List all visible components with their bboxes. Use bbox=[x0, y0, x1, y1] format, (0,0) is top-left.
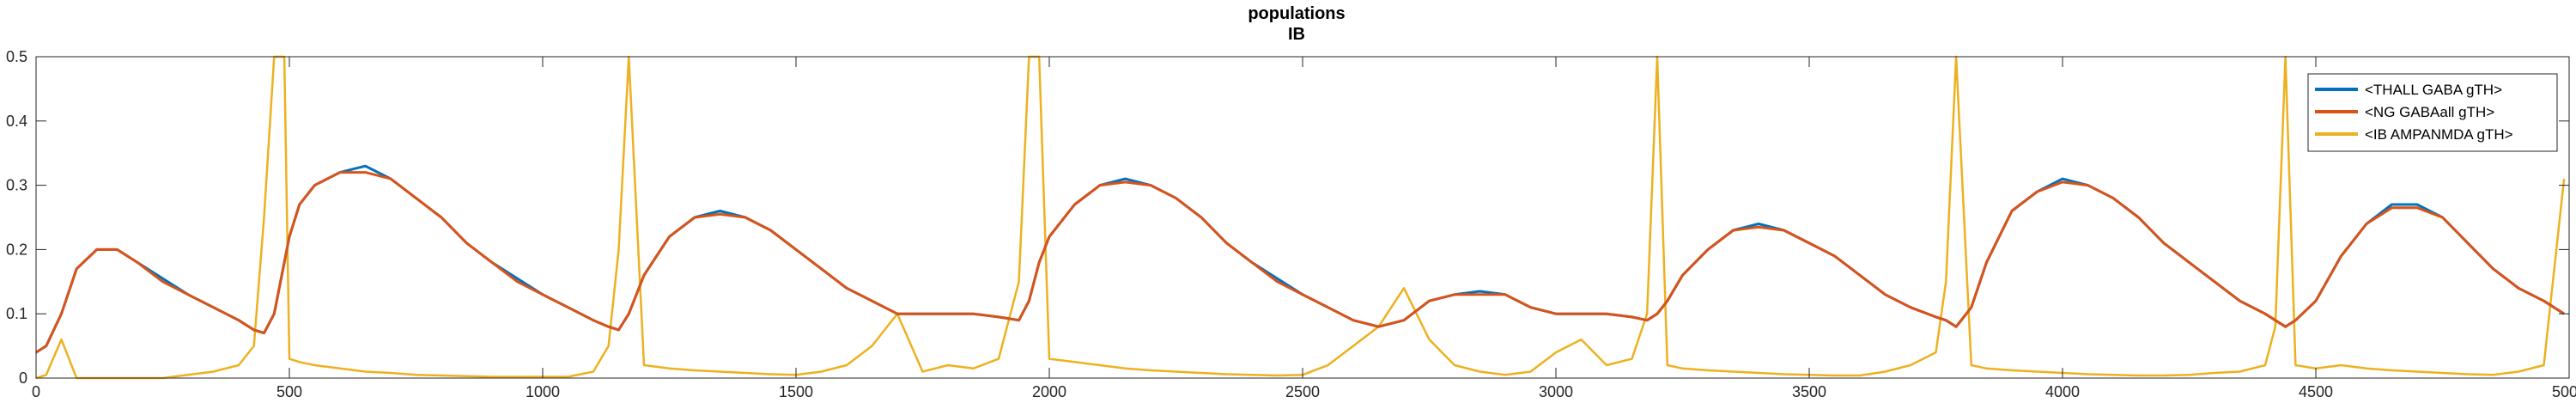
series-layer bbox=[35, 55, 2566, 380]
plot-area bbox=[36, 57, 2569, 378]
x-tick-label: 4500 bbox=[2299, 383, 2333, 400]
legend-label: <NG GABAall gTH> bbox=[2365, 104, 2494, 120]
x-tick-label: 1000 bbox=[526, 383, 560, 400]
y-tick-label: 0.3 bbox=[6, 177, 27, 194]
x-tick-label: 0 bbox=[32, 383, 40, 400]
x-tick-label: 3500 bbox=[1792, 383, 1826, 400]
y-tick-label: 0.5 bbox=[6, 48, 27, 65]
legend-box bbox=[2307, 73, 2558, 152]
y-tick-label: 0.4 bbox=[6, 113, 27, 130]
x-tick-label: 1500 bbox=[779, 383, 813, 400]
chart-title: populations bbox=[1248, 4, 1345, 23]
legend-label: <IB AMPANMDA gTH> bbox=[2365, 126, 2513, 143]
x-tick-label: 2000 bbox=[1032, 383, 1066, 400]
y-tick-label: 0 bbox=[19, 369, 27, 387]
legend-label: <THALL GABA gTH> bbox=[2365, 82, 2502, 98]
y-tick-label: 0.2 bbox=[6, 241, 27, 258]
x-tick-label: 4000 bbox=[2045, 383, 2080, 400]
axes: 0 500 1000 1500 2000 2500 3000 3500 4000 4500 500 0… bbox=[6, 48, 2576, 400]
x-tick-label: 2500 bbox=[1285, 383, 1320, 400]
chart-subtitle: IB bbox=[1288, 25, 1305, 44]
x-tick-label: 500 bbox=[276, 383, 302, 400]
x-tick-label: 3000 bbox=[1539, 383, 1573, 400]
legend: <THALL GABA gTH> <NG GABAall gTH> <IB AMPA… bbox=[2307, 73, 2558, 152]
y-tick-label: 0.1 bbox=[6, 305, 27, 322]
series-line-1 bbox=[35, 171, 2565, 354]
series-line-2 bbox=[35, 55, 2566, 380]
